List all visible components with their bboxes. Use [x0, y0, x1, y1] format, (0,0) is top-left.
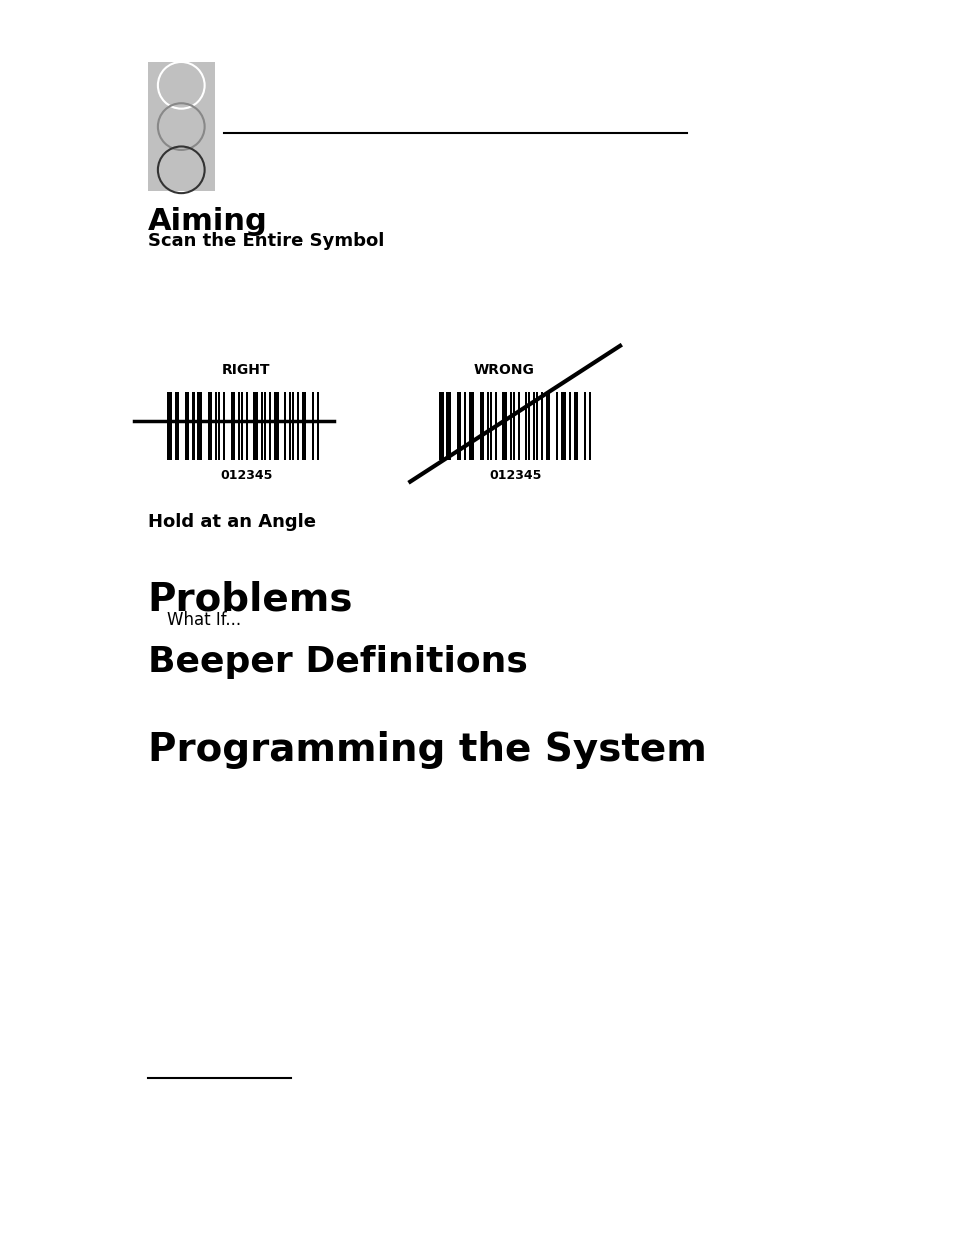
Bar	[170, 391, 172, 459]
Bar	[292, 391, 294, 459]
Bar	[489, 391, 492, 459]
Bar	[441, 391, 443, 459]
Bar	[217, 391, 220, 459]
Bar	[588, 391, 591, 459]
Bar	[269, 391, 271, 459]
Bar	[568, 391, 570, 459]
Bar	[177, 391, 179, 459]
Text: Scan the Entire Symbol: Scan the Entire Symbol	[148, 232, 384, 251]
Bar	[210, 391, 213, 459]
Bar	[472, 391, 474, 459]
Bar	[253, 391, 255, 459]
Bar	[304, 391, 306, 459]
Bar	[525, 391, 527, 459]
Bar	[449, 391, 451, 459]
Bar	[174, 391, 176, 459]
Text: RIGHT: RIGHT	[222, 363, 270, 378]
Bar	[481, 391, 484, 459]
Bar	[185, 391, 187, 459]
Bar	[312, 391, 314, 459]
Bar	[510, 391, 512, 459]
Bar	[469, 391, 471, 459]
Bar	[573, 391, 576, 459]
Bar	[545, 391, 547, 459]
Bar	[438, 391, 440, 459]
Bar	[556, 391, 558, 459]
Bar	[527, 391, 530, 459]
Bar	[316, 391, 319, 459]
Text: What If...: What If...	[167, 611, 241, 630]
Bar	[167, 391, 169, 459]
Bar	[548, 391, 550, 459]
Bar	[197, 391, 199, 459]
Bar	[563, 391, 565, 459]
Bar	[458, 391, 461, 459]
Text: 012345: 012345	[489, 469, 540, 483]
Bar	[487, 391, 489, 459]
Bar	[296, 391, 298, 459]
Bar	[193, 391, 194, 459]
Bar	[456, 391, 458, 459]
Bar	[261, 391, 263, 459]
Bar	[223, 391, 225, 459]
Bar	[233, 391, 235, 459]
Bar	[512, 391, 515, 459]
Text: Beeper Definitions: Beeper Definitions	[148, 645, 527, 679]
Bar	[255, 391, 258, 459]
Bar	[263, 391, 266, 459]
Bar	[238, 391, 240, 459]
Bar	[464, 391, 466, 459]
Bar	[540, 391, 542, 459]
Text: 012345: 012345	[220, 469, 272, 483]
Bar	[215, 391, 217, 459]
Bar	[200, 391, 202, 459]
Bar	[301, 391, 304, 459]
Bar	[495, 391, 497, 459]
Bar	[560, 391, 562, 459]
Bar	[276, 391, 278, 459]
Bar	[517, 391, 519, 459]
Text: Hold at an Angle: Hold at an Angle	[148, 513, 315, 531]
Bar	[274, 391, 275, 459]
Bar	[446, 391, 448, 459]
Bar	[284, 391, 286, 459]
Text: WRONG: WRONG	[473, 363, 534, 378]
Bar	[148, 62, 214, 191]
Bar	[240, 391, 243, 459]
Bar	[231, 391, 233, 459]
Bar	[576, 391, 578, 459]
Bar	[504, 391, 507, 459]
Bar	[289, 391, 291, 459]
Bar	[187, 391, 190, 459]
Bar	[535, 391, 537, 459]
Text: Programming the System: Programming the System	[148, 731, 706, 769]
Bar	[208, 391, 210, 459]
Bar	[502, 391, 504, 459]
Text: Aiming: Aiming	[148, 207, 268, 236]
Bar	[479, 391, 481, 459]
Bar	[533, 391, 535, 459]
Text: Problems: Problems	[148, 580, 353, 619]
Bar	[246, 391, 248, 459]
Bar	[583, 391, 585, 459]
